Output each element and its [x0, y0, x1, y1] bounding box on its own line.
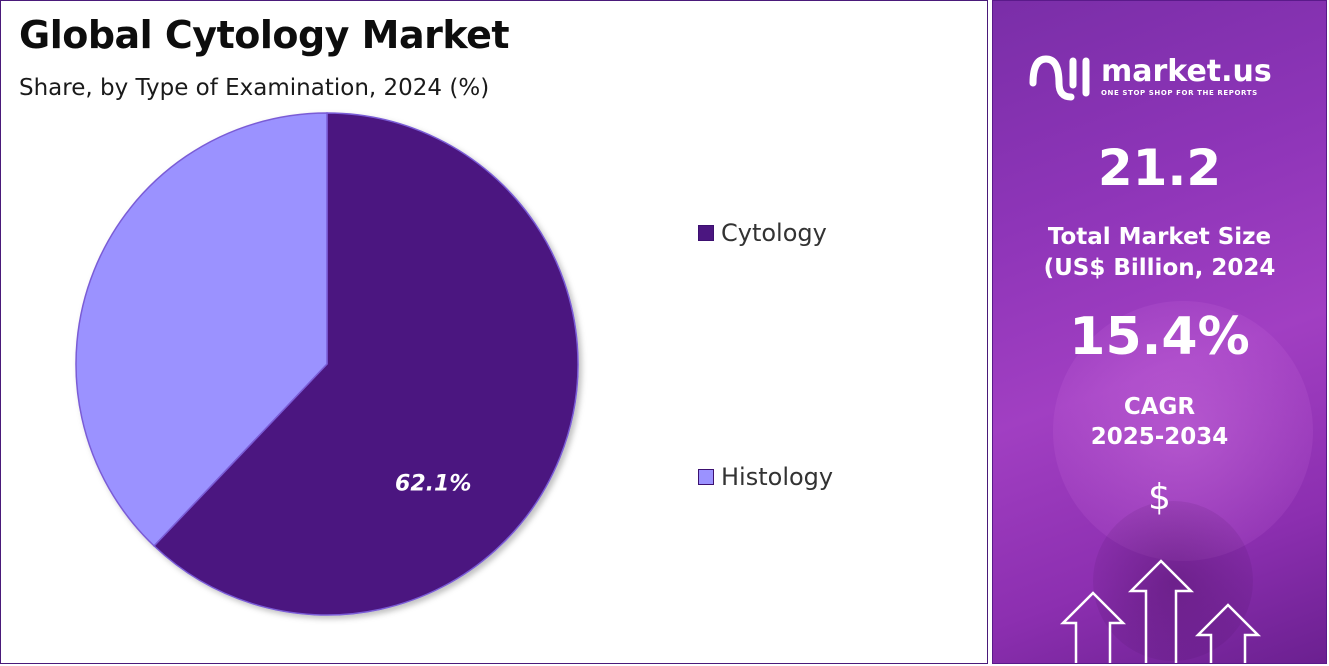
- legend-label-histology: Histology: [721, 463, 834, 491]
- logo-name: market.us: [1101, 54, 1272, 89]
- logo-tagline: ONE STOP SHOP FOR THE REPORTS: [1101, 89, 1258, 97]
- legend-item-cytology: Cytology: [698, 219, 827, 247]
- market-size-label-line1: Total Market Size: [1047, 224, 1272, 250]
- dollar-icon: $: [1148, 477, 1171, 518]
- legend-swatch-cytology: [698, 225, 714, 241]
- market-size-label-line2: (US$ Billion, 2024: [1043, 255, 1276, 281]
- chart-panel: Global Cytology Market Share, by Type of…: [0, 0, 988, 664]
- market-us-logo[interactable]: market.us ONE STOP SHOP FOR THE REPORTS: [1029, 53, 1272, 101]
- cagr-value: 15.4%: [1069, 307, 1250, 367]
- chart-subtitle: Share, by Type of Examination, 2024 (%): [19, 75, 490, 101]
- pie-slice-cytology: [152, 112, 579, 616]
- legend-item-histology: Histology: [698, 463, 833, 491]
- pie-slice-histology: [75, 112, 328, 547]
- legend-swatch-histology: [698, 469, 714, 485]
- pie-chart: 62.1%: [75, 112, 579, 616]
- cagr-label-line2: 2025-2034: [1090, 424, 1229, 450]
- market-us-logo-icon: [1029, 55, 1090, 101]
- legend-label-cytology: Cytology: [721, 219, 827, 247]
- chart-title: Global Cytology Market: [19, 13, 510, 57]
- market-size-value: 21.2: [1097, 139, 1222, 197]
- up-arrows-icon: [1059, 559, 1262, 663]
- cagr-label-line1: CAGR: [1123, 394, 1196, 420]
- summary-panel: market.us ONE STOP SHOP FOR THE REPORTS …: [992, 0, 1327, 664]
- data-label-cytology: 62.1%: [395, 472, 471, 497]
